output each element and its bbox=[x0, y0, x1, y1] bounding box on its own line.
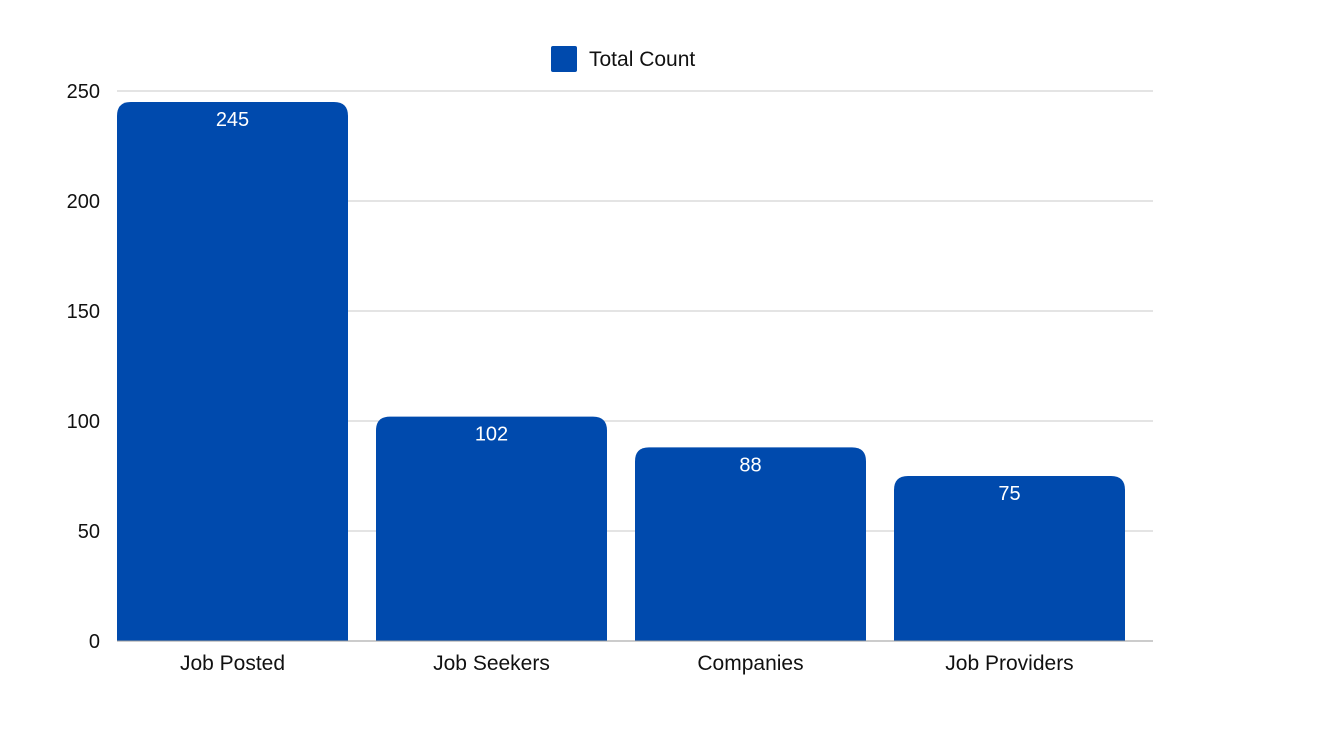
bar-job-seekers bbox=[376, 416, 607, 641]
data-label: 75 bbox=[998, 483, 1020, 505]
y-tick-label: 50 bbox=[78, 521, 100, 543]
bar-job-posted bbox=[117, 102, 348, 641]
x-tick-label: Job Providers bbox=[945, 652, 1073, 675]
y-tick-label: 250 bbox=[67, 81, 100, 103]
bars bbox=[117, 102, 1125, 641]
y-tick-label: 200 bbox=[67, 191, 100, 213]
data-labels: 245 102 88 75 bbox=[216, 109, 1021, 505]
data-label: 245 bbox=[216, 109, 249, 131]
bar-companies bbox=[635, 447, 866, 641]
x-tick-label: Companies bbox=[697, 652, 803, 675]
legend-label: Total Count bbox=[589, 48, 695, 71]
legend: Total Count bbox=[551, 46, 695, 72]
x-tick-label: Job Posted bbox=[180, 652, 285, 675]
y-tick-label: 0 bbox=[89, 631, 100, 653]
legend-swatch bbox=[551, 46, 577, 72]
bar-job-providers bbox=[894, 476, 1125, 641]
y-axis: 0 50 100 150 200 250 bbox=[67, 81, 100, 653]
x-axis: Job Posted Job Seekers Companies Job Provid… bbox=[117, 640, 1153, 675]
data-label: 88 bbox=[739, 454, 761, 476]
data-label: 102 bbox=[475, 424, 508, 446]
y-tick-label: 150 bbox=[67, 301, 100, 323]
x-tick-label: Job Seekers bbox=[433, 652, 550, 675]
y-tick-label: 100 bbox=[67, 411, 100, 433]
